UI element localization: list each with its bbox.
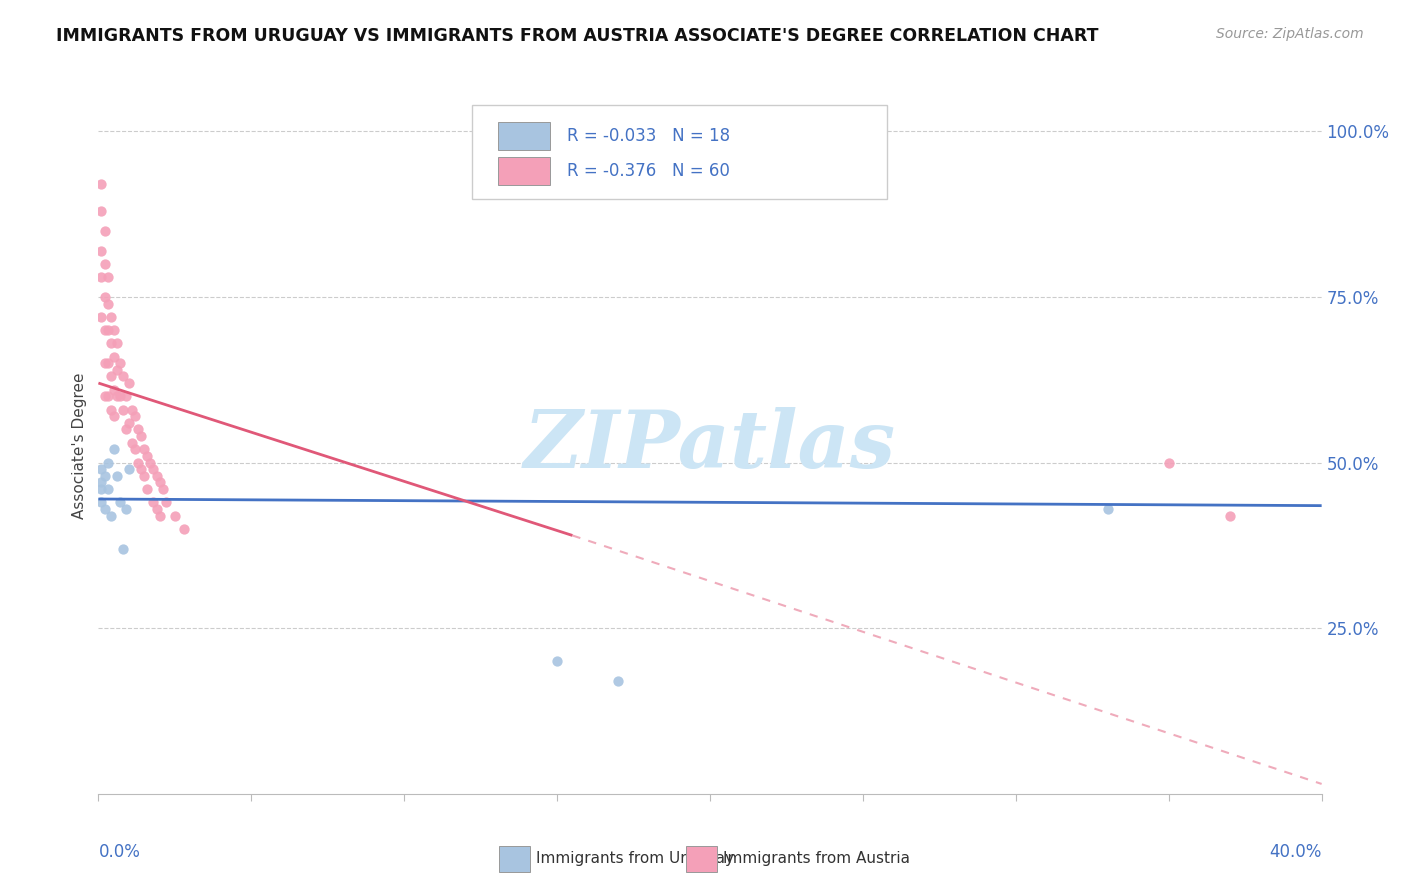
Text: ZIPatlas: ZIPatlas bbox=[524, 408, 896, 484]
Point bbox=[90, 495, 112, 509]
Point bbox=[121, 435, 143, 450]
Point bbox=[607, 674, 630, 689]
Point bbox=[100, 402, 122, 417]
Point bbox=[115, 389, 138, 403]
Point bbox=[1219, 508, 1241, 523]
Point bbox=[149, 508, 172, 523]
Point bbox=[127, 422, 149, 436]
Text: Immigrants from Austria: Immigrants from Austria bbox=[723, 852, 910, 866]
Text: 40.0%: 40.0% bbox=[1270, 843, 1322, 861]
Point bbox=[546, 654, 568, 668]
Point bbox=[127, 456, 149, 470]
Point bbox=[118, 462, 141, 476]
Point bbox=[115, 502, 138, 516]
Point bbox=[105, 468, 128, 483]
Point bbox=[124, 409, 146, 424]
Point bbox=[93, 502, 115, 516]
Point bbox=[97, 482, 120, 496]
Point bbox=[103, 409, 125, 424]
Point bbox=[111, 369, 134, 384]
Point bbox=[111, 402, 134, 417]
Text: R = -0.376   N = 60: R = -0.376 N = 60 bbox=[567, 162, 730, 180]
Point bbox=[118, 416, 141, 430]
Point bbox=[115, 422, 138, 436]
Text: R = -0.033   N = 18: R = -0.033 N = 18 bbox=[567, 128, 730, 145]
Point bbox=[149, 475, 172, 490]
Text: Immigrants from Uruguay: Immigrants from Uruguay bbox=[536, 852, 734, 866]
Point bbox=[173, 522, 195, 536]
Point bbox=[105, 363, 128, 377]
Point bbox=[139, 456, 162, 470]
Point bbox=[108, 356, 131, 370]
Point bbox=[93, 224, 115, 238]
Point bbox=[93, 290, 115, 304]
Point bbox=[108, 495, 131, 509]
Point bbox=[155, 495, 177, 509]
FancyBboxPatch shape bbox=[498, 157, 550, 186]
Point bbox=[129, 462, 152, 476]
Text: IMMIGRANTS FROM URUGUAY VS IMMIGRANTS FROM AUSTRIA ASSOCIATE'S DEGREE CORRELATIO: IMMIGRANTS FROM URUGUAY VS IMMIGRANTS FR… bbox=[56, 27, 1098, 45]
Point bbox=[145, 468, 167, 483]
Point bbox=[90, 203, 112, 218]
Point bbox=[100, 369, 122, 384]
Point bbox=[97, 323, 120, 337]
Point bbox=[103, 442, 125, 457]
Point bbox=[90, 310, 112, 324]
Point bbox=[1097, 502, 1119, 516]
Point bbox=[118, 376, 141, 390]
Point bbox=[121, 402, 143, 417]
Point bbox=[100, 336, 122, 351]
Point bbox=[1157, 456, 1180, 470]
Point bbox=[90, 482, 112, 496]
Point bbox=[97, 296, 120, 310]
Point bbox=[103, 383, 125, 397]
FancyBboxPatch shape bbox=[471, 105, 887, 199]
Point bbox=[129, 429, 152, 443]
Point bbox=[100, 508, 122, 523]
Point bbox=[90, 475, 112, 490]
Point bbox=[97, 456, 120, 470]
Point bbox=[111, 541, 134, 556]
Point bbox=[90, 462, 112, 476]
Y-axis label: Associate's Degree: Associate's Degree bbox=[72, 373, 87, 519]
Point bbox=[136, 482, 159, 496]
Point bbox=[93, 257, 115, 271]
Point bbox=[100, 310, 122, 324]
Text: Source: ZipAtlas.com: Source: ZipAtlas.com bbox=[1216, 27, 1364, 41]
Point bbox=[124, 442, 146, 457]
Point bbox=[90, 244, 112, 258]
Text: 0.0%: 0.0% bbox=[98, 843, 141, 861]
Point bbox=[136, 449, 159, 463]
Point bbox=[103, 350, 125, 364]
Point bbox=[97, 270, 120, 285]
Point bbox=[93, 323, 115, 337]
Point bbox=[93, 356, 115, 370]
Point bbox=[134, 442, 156, 457]
Point bbox=[90, 270, 112, 285]
Point bbox=[105, 336, 128, 351]
Point bbox=[97, 389, 120, 403]
FancyBboxPatch shape bbox=[498, 122, 550, 150]
Point bbox=[108, 389, 131, 403]
Point bbox=[93, 389, 115, 403]
Point bbox=[145, 502, 167, 516]
Point bbox=[152, 482, 174, 496]
Point bbox=[142, 462, 165, 476]
Point bbox=[105, 389, 128, 403]
Point bbox=[103, 323, 125, 337]
Point bbox=[142, 495, 165, 509]
Point bbox=[93, 468, 115, 483]
Point bbox=[97, 356, 120, 370]
Point bbox=[163, 508, 186, 523]
Point bbox=[134, 468, 156, 483]
Point bbox=[90, 178, 112, 192]
